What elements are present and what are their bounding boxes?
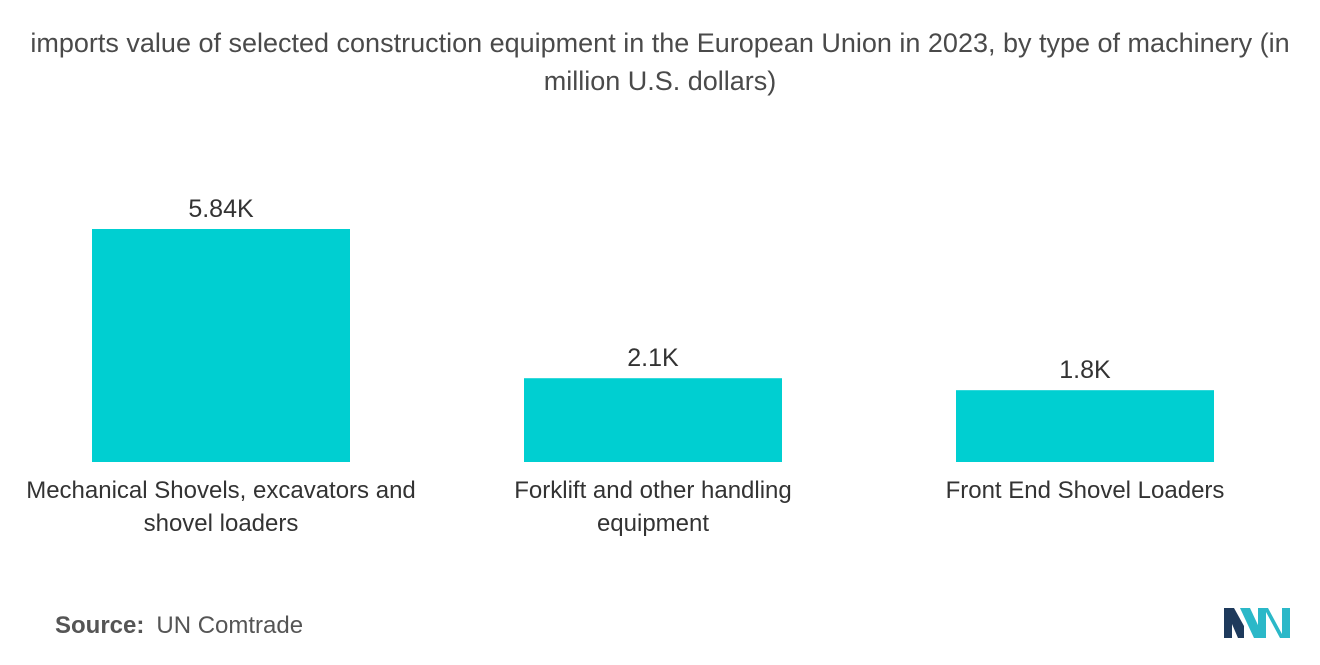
chart-title: imports value of selected construction e… — [30, 28, 1290, 96]
bar-2 — [524, 378, 782, 462]
mordor-intelligence-logo-icon — [1224, 608, 1290, 638]
data-label-3: 1.8K — [1059, 356, 1111, 384]
data-label-2: 2.1K — [627, 344, 679, 372]
data-label-1: 5.84K — [188, 195, 254, 223]
source-value: UN Comtrade — [156, 612, 304, 639]
bar-1 — [92, 229, 350, 462]
bar-chart: 5.84K Mechanical Shovels, excavators and s… — [26, 195, 1225, 537]
source-label: Source: — [55, 612, 145, 639]
source-note: Source: UN Comtrade — [55, 612, 303, 640]
category-label-2: Forklift and other handling equipment — [514, 477, 792, 537]
category-label-1: Mechanical Shovels, excavators and shovel… — [26, 477, 416, 537]
bar-3 — [956, 390, 1214, 462]
category-label-3: Front End Shovel Loaders — [946, 477, 1225, 504]
